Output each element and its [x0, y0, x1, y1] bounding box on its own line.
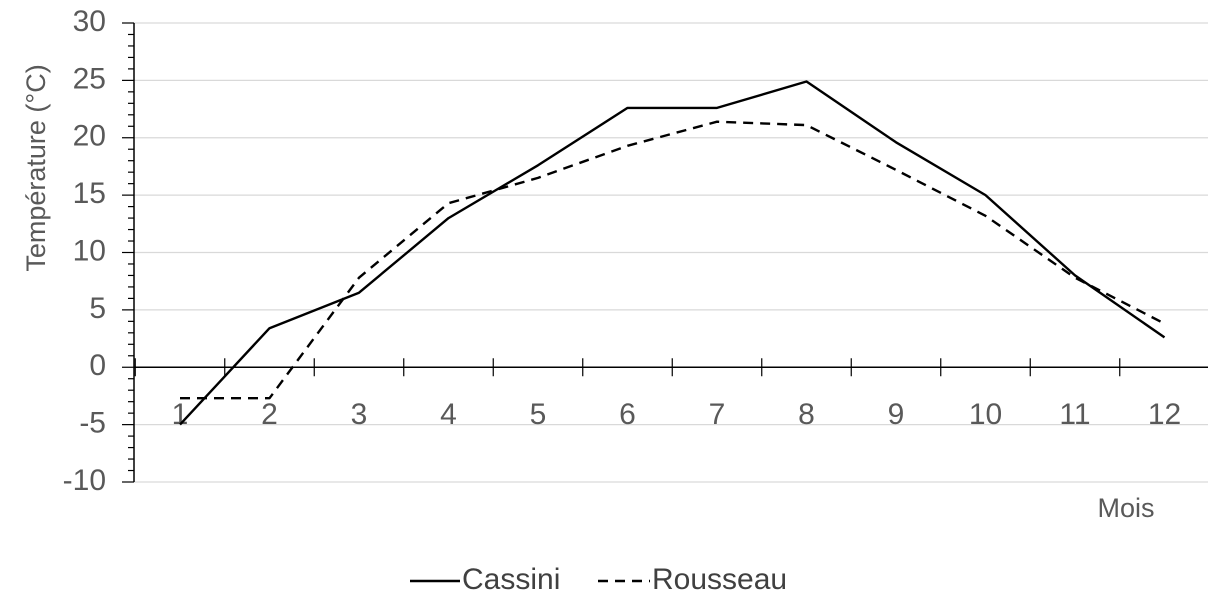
gridlines: [134, 22, 1208, 483]
series-line-rousseau: [180, 120, 1166, 400]
legend-label-cassini: Cassini: [462, 563, 560, 596]
y-tick-label: 0: [89, 349, 106, 382]
legend: Cassini Rousseau: [410, 563, 787, 596]
axes: [122, 22, 1208, 483]
y-axis-title: Température (°C): [21, 64, 51, 271]
x-tick-label: 9: [888, 398, 905, 431]
y-tick-label: 15: [73, 177, 106, 210]
x-tick-label: 7: [709, 398, 726, 431]
x-tick-label: 2: [261, 398, 278, 431]
data-series: [179, 80, 1166, 426]
y-tick-label: 10: [73, 234, 106, 267]
x-tick-label: 8: [798, 398, 815, 431]
x-tick-label: 12: [1148, 398, 1181, 431]
legend-label-rousseau: Rousseau: [652, 563, 787, 596]
x-tick-label: 6: [619, 398, 636, 431]
y-tick-label: -10: [63, 464, 106, 497]
x-tick-label: 10: [969, 398, 1002, 431]
y-tick-label: 20: [73, 120, 106, 153]
x-tick-label: 5: [530, 398, 547, 431]
x-tick-label: 1: [172, 398, 189, 431]
y-tick-label: 30: [73, 5, 106, 38]
x-tick-label: 11: [1059, 398, 1090, 431]
y-tick-label: 5: [89, 292, 106, 325]
x-axis-title: Mois: [1097, 493, 1154, 523]
y-tick-label: 25: [73, 62, 106, 95]
y-tick-label: -5: [79, 407, 106, 440]
x-tick-label: 3: [351, 398, 368, 431]
x-tick-label: 4: [440, 398, 457, 431]
